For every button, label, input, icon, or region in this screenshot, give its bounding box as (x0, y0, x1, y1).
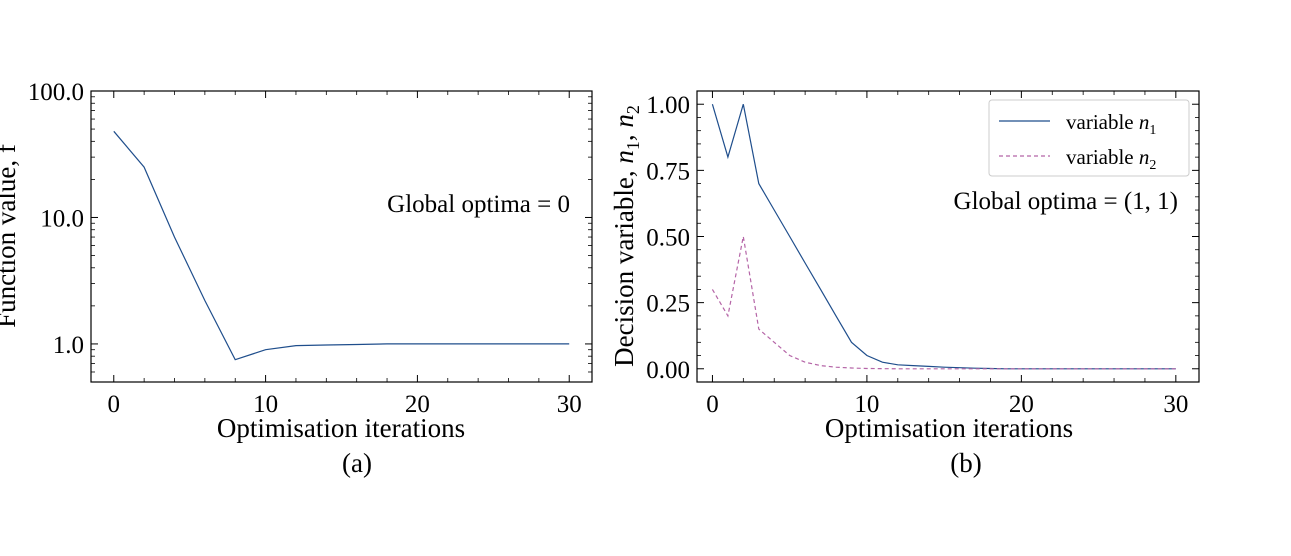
x-tick-label-a: 10 (253, 391, 278, 418)
x-tick-label-a: 0 (108, 391, 121, 418)
x-tick-label-a: 20 (405, 391, 430, 418)
legend-label-n1: variable n1 (1066, 110, 1156, 138)
y-tick-label-b: 0.25 (646, 291, 690, 318)
chart-panel-a: 0 10 20 30 1.0 10.0 100.0 Global optima = 0 Op… (0, 79, 593, 478)
y-tick-label-b: 0.00 (646, 357, 690, 384)
x-tick-label-a: 30 (557, 391, 582, 418)
y-tick-label-a: 1.0 (53, 332, 84, 359)
y-axis-label-a: Function value, f (0, 144, 21, 328)
legend-label-n2: variable n2 (1066, 145, 1156, 173)
x-tick-label-b: 10 (854, 391, 879, 418)
series-layer-b (711, 104, 1176, 370)
x-tick-label-b: 0 (706, 391, 719, 418)
plot-area-a (90, 90, 593, 383)
axis-ticks-b: 0 10 20 30 0.00 0.25 0.50 0.75 1.00 (646, 91, 1199, 418)
x-tick-label-b: 20 (1009, 391, 1034, 418)
y-axis-label-b-text: Decision variable, (609, 164, 639, 367)
y-tick-label-b: 0.75 (646, 158, 690, 185)
series-layer-a (113, 130, 570, 361)
annotation-b: Global optima = (1, 1) (954, 188, 1178, 215)
series-line-a-1 (113, 130, 570, 361)
x-tick-label-b: 30 (1163, 391, 1188, 418)
x-axis-label-a: Optimisation iterations (217, 413, 465, 443)
panel-label-a: (a) (342, 448, 372, 478)
x-axis-label-b: Optimisation iterations (825, 413, 1073, 443)
legend-frame (988, 99, 1190, 177)
y-tick-label-a: 10.0 (40, 205, 84, 232)
y-tick-label-a: 100.0 (28, 79, 84, 106)
chart-panel-b: 0 10 20 30 0.00 0.25 0.50 0.75 1.00 Global optim… (609, 90, 1200, 478)
legend-b: variable n1 variable n2 (988, 99, 1190, 177)
annotation-a: Global optima = 0 (387, 191, 570, 218)
panel-label-b: (b) (950, 448, 981, 478)
y-tick-label-b: 1.00 (646, 92, 690, 119)
y-tick-label-b: 0.50 (646, 225, 690, 252)
series-line-b-2 (711, 236, 1176, 370)
y-axis-label-b: Decision variable, n1, n2 (609, 105, 643, 367)
axis-ticks-a: 0 10 20 30 1.0 10.0 100.0 (28, 79, 592, 418)
